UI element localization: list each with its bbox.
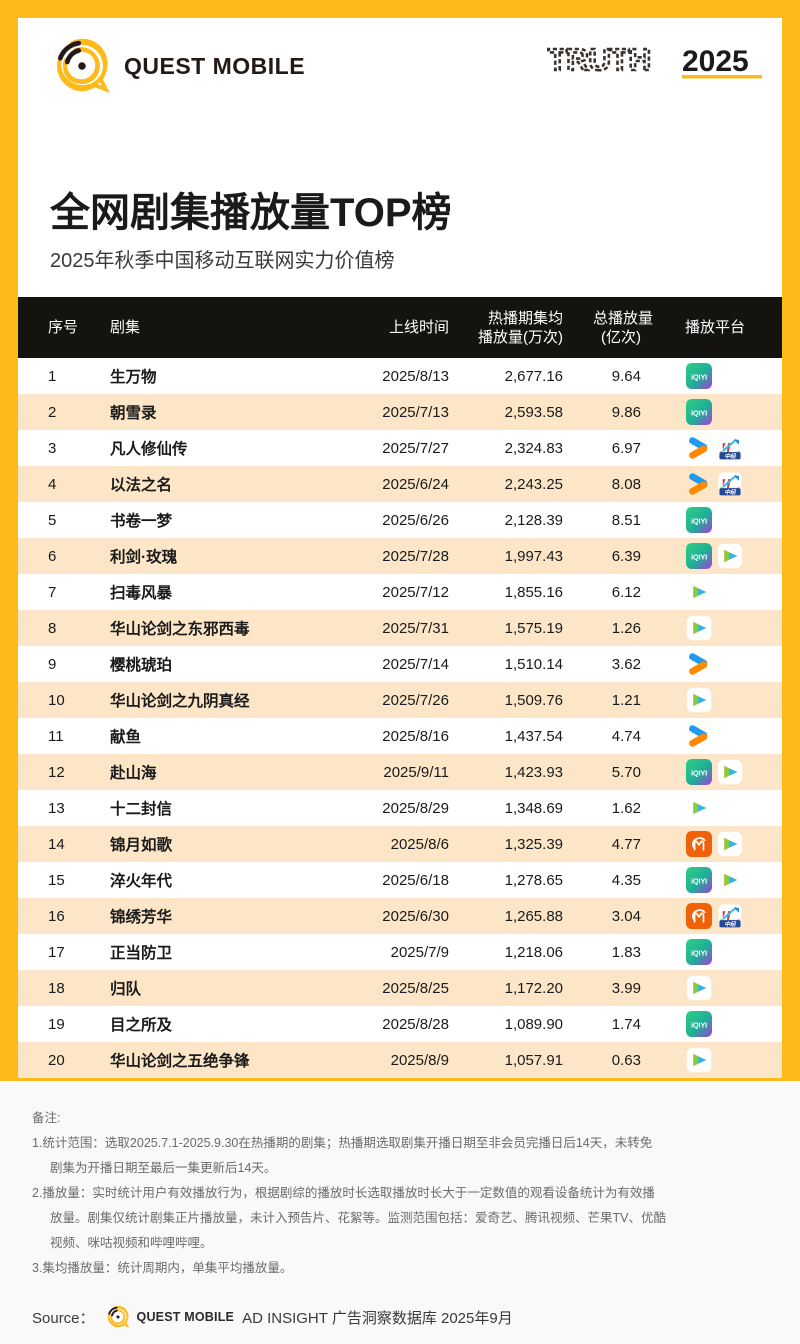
svg-text:iQIYI: iQIYI: [691, 769, 707, 778]
svg-text:iQIYI: iQIYI: [691, 553, 707, 562]
svg-text:中经: 中经: [724, 453, 737, 460]
svg-text:iQIYI: iQIYI: [691, 517, 707, 526]
svg-text:TRUTH: TRUTH: [548, 42, 651, 77]
svg-text:iQIYI: iQIYI: [691, 949, 707, 958]
svg-text:2025: 2025: [682, 45, 749, 78]
svg-text:iQIYI: iQIYI: [691, 1021, 707, 1030]
svg-text:iQIYI: iQIYI: [691, 877, 707, 886]
svg-text:中经: 中经: [724, 489, 737, 496]
svg-text:iQIYI: iQIYI: [691, 409, 707, 418]
svg-text:中经: 中经: [724, 921, 737, 928]
svg-text:iQIYI: iQIYI: [691, 373, 707, 382]
